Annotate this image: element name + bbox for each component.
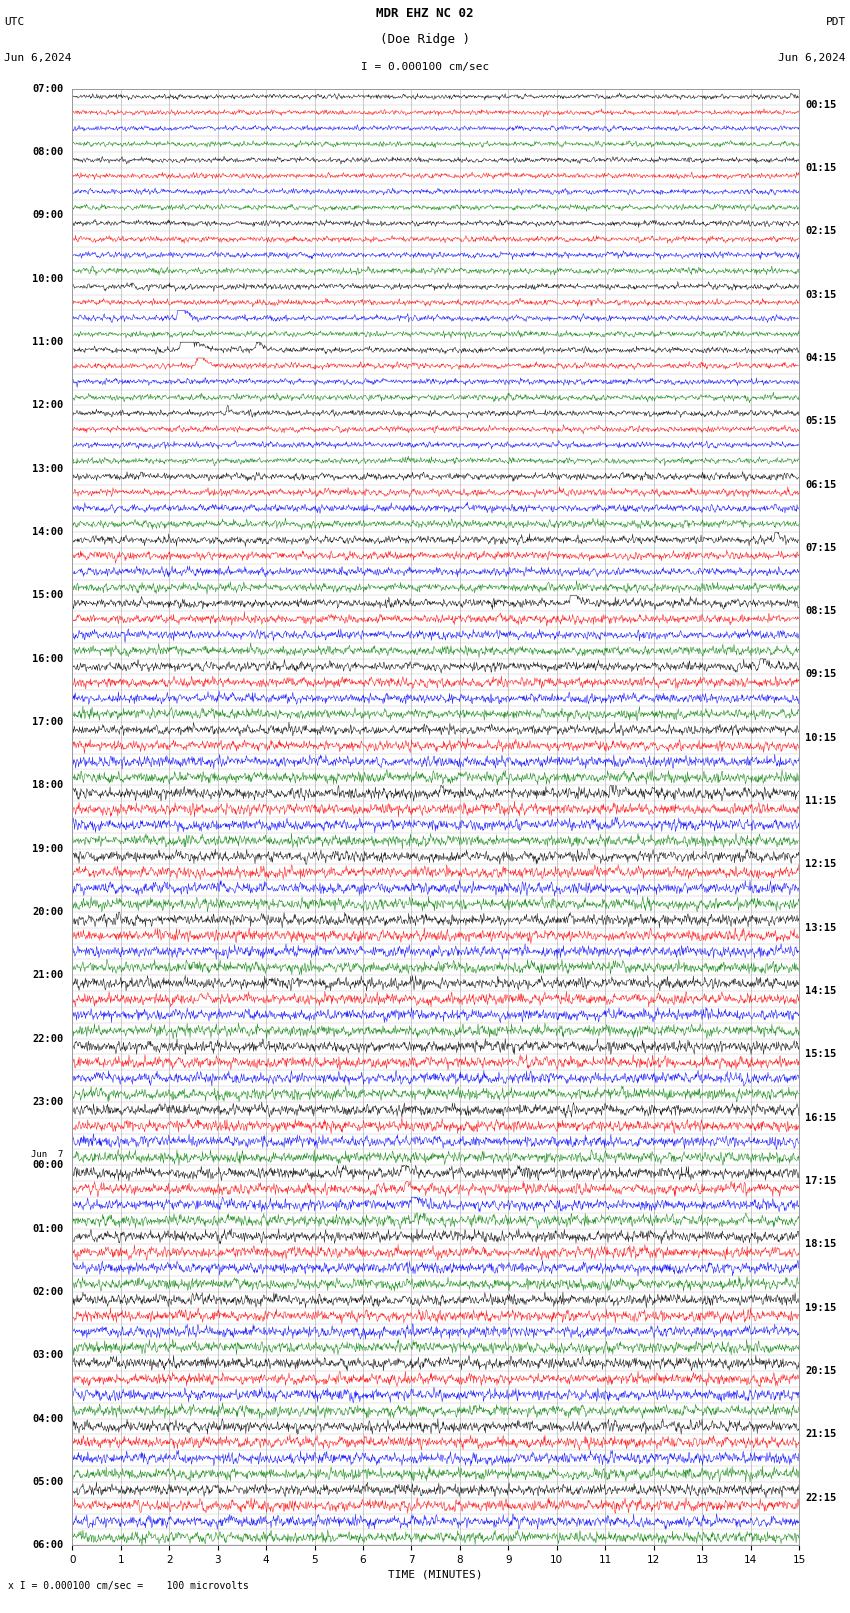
Text: 09:00: 09:00 [32,210,64,221]
Text: 03:00: 03:00 [32,1350,64,1360]
Text: 17:00: 17:00 [32,718,64,727]
Text: 12:00: 12:00 [32,400,64,410]
Text: PDT: PDT [825,18,846,27]
Text: 07:00: 07:00 [32,84,64,94]
Text: 19:00: 19:00 [32,844,64,853]
Text: 11:00: 11:00 [32,337,64,347]
Text: 21:00: 21:00 [32,971,64,981]
Text: 02:15: 02:15 [805,226,836,235]
Text: I = 0.000100 cm/sec: I = 0.000100 cm/sec [361,61,489,71]
X-axis label: TIME (MINUTES): TIME (MINUTES) [388,1569,483,1579]
Text: 20:00: 20:00 [32,907,64,916]
Text: Jun 6,2024: Jun 6,2024 [779,53,846,63]
Text: (Doe Ridge ): (Doe Ridge ) [380,34,470,47]
Text: Jun  7: Jun 7 [31,1150,64,1158]
Text: 18:15: 18:15 [805,1239,836,1250]
Text: 15:00: 15:00 [32,590,64,600]
Text: 05:15: 05:15 [805,416,836,426]
Text: 04:15: 04:15 [805,353,836,363]
Text: 08:15: 08:15 [805,606,836,616]
Text: 14:15: 14:15 [805,986,836,997]
Text: 22:00: 22:00 [32,1034,64,1044]
Text: 14:00: 14:00 [32,527,64,537]
Text: 22:15: 22:15 [805,1492,836,1503]
Text: 05:00: 05:00 [32,1478,64,1487]
Text: 13:00: 13:00 [32,463,64,474]
Text: 07:15: 07:15 [805,544,836,553]
Text: MDR EHZ NC 02: MDR EHZ NC 02 [377,6,473,19]
Text: 11:15: 11:15 [805,797,836,806]
Text: 21:15: 21:15 [805,1429,836,1439]
Text: 01:15: 01:15 [805,163,836,173]
Text: 18:00: 18:00 [32,781,64,790]
Text: 16:00: 16:00 [32,653,64,663]
Text: 10:00: 10:00 [32,274,64,284]
Text: 08:00: 08:00 [32,147,64,156]
Text: 20:15: 20:15 [805,1366,836,1376]
Text: 03:15: 03:15 [805,289,836,300]
Text: 02:00: 02:00 [32,1287,64,1297]
Text: 15:15: 15:15 [805,1050,836,1060]
Text: 17:15: 17:15 [805,1176,836,1186]
Text: x I = 0.000100 cm/sec =    100 microvolts: x I = 0.000100 cm/sec = 100 microvolts [8,1581,249,1590]
Text: UTC: UTC [4,18,25,27]
Text: 10:15: 10:15 [805,732,836,744]
Text: 01:00: 01:00 [32,1224,64,1234]
Text: Jun 6,2024: Jun 6,2024 [4,53,71,63]
Text: 06:15: 06:15 [805,479,836,489]
Text: 06:00: 06:00 [32,1540,64,1550]
Text: 12:15: 12:15 [805,860,836,869]
Text: 00:00: 00:00 [32,1160,64,1171]
Text: 13:15: 13:15 [805,923,836,932]
Text: 23:00: 23:00 [32,1097,64,1107]
Text: 16:15: 16:15 [805,1113,836,1123]
Text: 09:15: 09:15 [805,669,836,679]
Text: 19:15: 19:15 [805,1303,836,1313]
Text: 00:15: 00:15 [805,100,836,110]
Text: 04:00: 04:00 [32,1413,64,1424]
